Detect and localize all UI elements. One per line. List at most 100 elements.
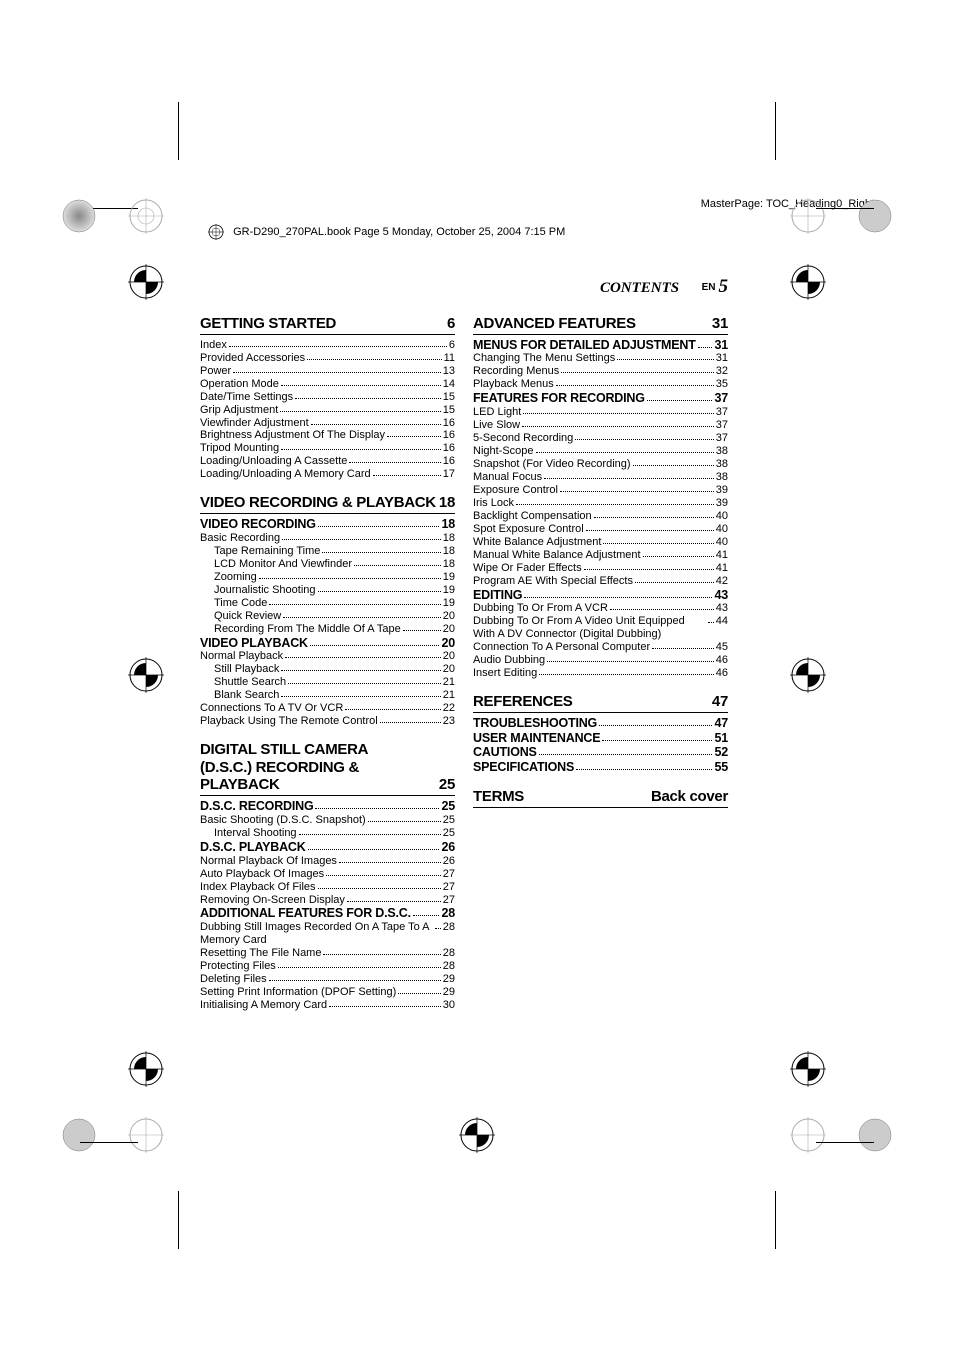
toc-entry: Provided Accessories 11 <box>200 352 455 365</box>
toc-entry-page: 17 <box>443 468 455 481</box>
leader-dots <box>539 754 713 755</box>
toc-entry-label: Operation Mode <box>200 378 279 391</box>
toc-entry: Blank Search 21 <box>200 689 455 702</box>
toc-subsection: MENUS FOR DETAILED ADJUSTMENT 31 <box>473 339 728 353</box>
toc-entry: Index 6 <box>200 339 455 352</box>
toc-entry: White Balance Adjustment 40 <box>473 536 728 549</box>
toc-entry: Program AE With Special Effects 42 <box>473 575 728 588</box>
toc-entry-label: Dubbing Still Images Recorded On A Tape … <box>200 921 433 947</box>
leader-dots <box>318 591 441 592</box>
terms-label: TERMS <box>473 788 524 806</box>
toc-entry: Removing On-Screen Display 27 <box>200 894 455 907</box>
toc-entry-page: 20 <box>441 637 455 651</box>
toc-entry: Dubbing Still Images Recorded On A Tape … <box>200 921 455 947</box>
toc-entry-label: USER MAINTENANCE <box>473 732 600 746</box>
toc-entry: Quick Review 20 <box>200 610 455 623</box>
toc-entry-label: CAUTIONS <box>473 746 537 760</box>
toc-entry-page: 51 <box>714 732 728 746</box>
toc-entry-page: 37 <box>714 392 728 406</box>
toc-entry: Resetting The File Name 28 <box>200 947 455 960</box>
toc-entry-page: 52 <box>714 746 728 760</box>
toc-entry: Changing The Menu Settings 31 <box>473 352 728 365</box>
toc-entry-label: Date/Time Settings <box>200 391 293 404</box>
leader-dots <box>584 569 714 570</box>
leader-dots <box>329 1006 441 1007</box>
toc-entry: Normal Playback Of Images 26 <box>200 855 455 868</box>
alignment-mark-icon <box>790 198 826 234</box>
leader-dots <box>281 385 441 386</box>
toc-entry-page: 14 <box>443 378 455 391</box>
toc-entry-label: SPECIFICATIONS <box>473 761 574 775</box>
toc-entry-page: 18 <box>443 558 455 571</box>
toc-entry: Journalistic Shooting 19 <box>200 584 455 597</box>
toc-entry-page: 38 <box>716 471 728 484</box>
toc-entry-label: VIDEO RECORDING <box>200 518 316 532</box>
toc-entry: Dubbing To Or From A Video Unit Equipped… <box>473 615 728 641</box>
leader-dots <box>380 722 441 723</box>
leader-dots <box>633 465 714 466</box>
toc-entry-label: MENUS FOR DETAILED ADJUSTMENT <box>473 339 696 353</box>
toc-entry-page: 20 <box>443 650 455 663</box>
toc-entry-label: Grip Adjustment <box>200 404 278 417</box>
toc-entry: 5-Second Recording 37 <box>473 432 728 445</box>
toc-entry-label: ADDITIONAL FEATURES FOR D.S.C. <box>200 907 411 921</box>
toc-entry-label: Manual Focus <box>473 471 542 484</box>
section-title: DIGITAL STILL CAMERA (D.S.C.) RECORDING … <box>200 741 420 794</box>
alignment-mark-icon <box>128 264 164 300</box>
leader-dots <box>288 683 441 684</box>
toc-entry-page: 6 <box>449 339 455 352</box>
toc-entry-label: Normal Playback <box>200 650 283 663</box>
toc-entry: Audio Dubbing 46 <box>473 654 728 667</box>
toc-subsection: VIDEO PLAYBACK 20 <box>200 637 455 651</box>
toc-entry-label: Exposure Control <box>473 484 558 497</box>
leader-dots <box>522 426 714 427</box>
toc-entry-label: Provided Accessories <box>200 352 305 365</box>
leader-dots <box>403 630 441 631</box>
toc-subsection: D.S.C. RECORDING 25 <box>200 800 455 814</box>
leader-dots <box>281 449 441 450</box>
toc-entry: Time Code 19 <box>200 597 455 610</box>
toc-entry: Grip Adjustment 15 <box>200 404 455 417</box>
leader-dots <box>229 346 447 347</box>
leader-dots <box>269 604 440 605</box>
toc-entry-label: Spot Exposure Control <box>473 523 584 536</box>
crop-line <box>178 1191 179 1249</box>
toc-entry-page: 26 <box>441 841 455 855</box>
leader-dots <box>435 928 441 929</box>
toc-entry-page: 20 <box>443 663 455 676</box>
toc-entry-page: 28 <box>443 921 455 934</box>
toc-entry: Wipe Or Fader Effects 41 <box>473 562 728 575</box>
toc-entry-label: FEATURES FOR RECORDING <box>473 392 645 406</box>
book-info-text: GR-D290_270PAL.book Page 5 Monday, Octob… <box>233 226 565 238</box>
toc-entry: Night-Scope 38 <box>473 445 728 458</box>
toc-entry-label: Manual White Balance Adjustment <box>473 549 641 562</box>
toc-entry-label: Recording Menus <box>473 365 559 378</box>
toc-entry-label: Recording From The Middle Of A Tape <box>214 623 401 636</box>
toc-entry: Exposure Control 39 <box>473 484 728 497</box>
toc-entry-page: 40 <box>716 536 728 549</box>
toc-section-head: ADVANCED FEATURES31 <box>473 315 728 335</box>
toc-entry-label: Deleting Files <box>200 973 267 986</box>
toc-entry-label: LCD Monitor And Viewfinder <box>214 558 352 571</box>
leader-dots <box>586 530 714 531</box>
toc-entry-label: Dubbing To Or From A VCR <box>473 602 608 615</box>
toc-entry: Connections To A TV Or VCR 22 <box>200 702 455 715</box>
leader-dots <box>413 915 440 916</box>
toc-entry: Normal Playback 20 <box>200 650 455 663</box>
toc-entry-label: Index <box>200 339 227 352</box>
toc-entry-page: 20 <box>443 610 455 623</box>
section-title: ADVANCED FEATURES <box>473 315 636 333</box>
alignment-mark-icon <box>790 264 826 300</box>
crop-line <box>816 208 874 209</box>
toc-entry-page: 16 <box>443 429 455 442</box>
toc-entry-page: 26 <box>443 855 455 868</box>
toc-entry-page: 38 <box>716 445 728 458</box>
toc-entry-page: 55 <box>714 761 728 775</box>
leader-dots <box>560 491 714 492</box>
toc-entry: Insert Editing 46 <box>473 667 728 680</box>
leader-dots <box>318 526 440 527</box>
toc-entry-label: Night-Scope <box>473 445 534 458</box>
toc-entry-page: 20 <box>443 623 455 636</box>
toc-entry-page: 15 <box>443 391 455 404</box>
toc-entry-label: Wipe Or Fader Effects <box>473 562 582 575</box>
